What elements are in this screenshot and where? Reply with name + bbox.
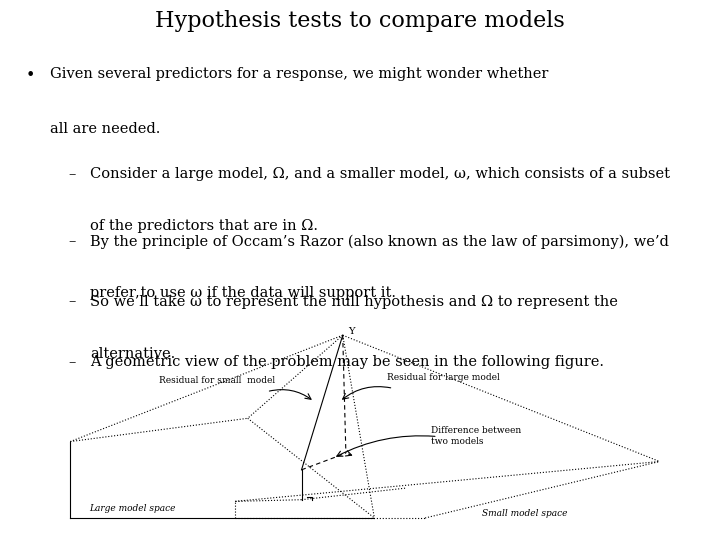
Text: –: –: [68, 295, 76, 309]
Text: two models: two models: [431, 437, 484, 446]
Text: A geometric view of the problem may be seen in the following figure.: A geometric view of the problem may be s…: [90, 355, 604, 369]
Text: all are needed.: all are needed.: [50, 122, 161, 136]
Text: Given several predictors for a response, we might wonder whether: Given several predictors for a response,…: [50, 67, 549, 81]
Text: –: –: [68, 234, 76, 248]
Text: prefer to use ω if the data will support it.: prefer to use ω if the data will support…: [90, 286, 396, 300]
Text: Difference between: Difference between: [431, 426, 522, 435]
Text: Small model space: Small model space: [482, 509, 567, 518]
Text: of the predictors that are in Ω.: of the predictors that are in Ω.: [90, 219, 318, 233]
Text: –: –: [68, 355, 76, 369]
Text: So we’ll take ω to represent the null hypothesis and Ω to represent the: So we’ll take ω to represent the null hy…: [90, 295, 618, 309]
Text: By the principle of Occam’s Razor (also known as the law of parsimony), we’d: By the principle of Occam’s Razor (also …: [90, 234, 669, 249]
Text: Hypothesis tests to compare models: Hypothesis tests to compare models: [155, 10, 565, 32]
Text: Residual for small  model: Residual for small model: [159, 376, 275, 386]
Text: Consider a large model, Ω, and a smaller model, ω, which consists of a subset: Consider a large model, Ω, and a smaller…: [90, 167, 670, 181]
Text: alternative.: alternative.: [90, 347, 175, 361]
Text: Y: Y: [348, 327, 354, 335]
Text: Residual for large model: Residual for large model: [387, 373, 500, 382]
Text: Large model space: Large model space: [89, 504, 176, 512]
Text: –: –: [68, 167, 76, 181]
Text: •: •: [25, 67, 35, 84]
